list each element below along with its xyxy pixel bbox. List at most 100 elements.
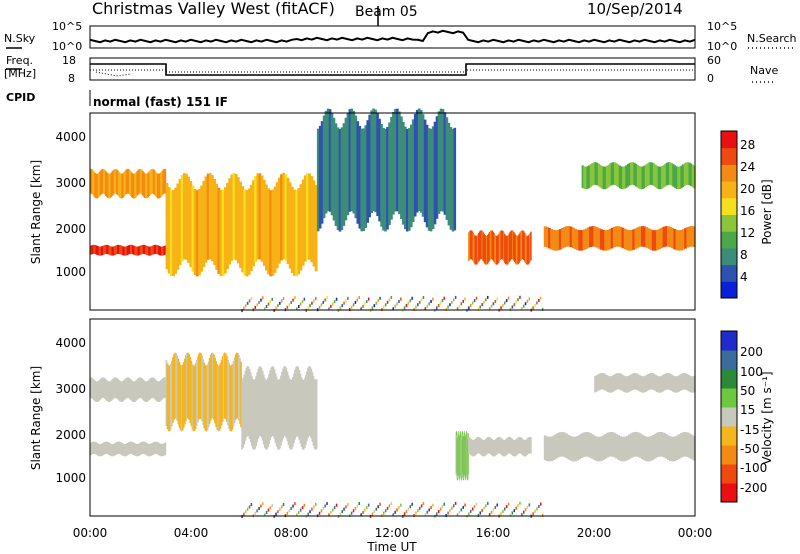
echo-cell [403,306,406,310]
echo-cell [115,245,118,255]
echo-cell [610,432,614,457]
echo-cell [288,303,290,307]
echo-cell [423,119,427,223]
echo-cell [279,378,281,449]
nave-label: Nave [750,64,778,77]
velocity-echo-marks [90,352,696,519]
echo-cell [275,512,277,516]
echo-cell [295,190,299,277]
echo-cell [513,440,515,457]
echo-cell [313,378,316,449]
echo-cell [134,443,136,456]
echo-cell [493,233,495,262]
echo-cell [294,369,296,440]
echo-cell [247,188,251,275]
echo-cell [240,361,242,428]
echo-cell [558,432,562,457]
echo-cell [270,367,273,438]
echo-cell [290,379,293,450]
colorbar-swatch [721,388,737,408]
echo-cell [511,305,514,309]
echo-cell [390,117,393,220]
echo-cell [512,439,514,456]
echo-cell [261,370,264,441]
echo-cell [109,443,112,456]
echo-cell [552,229,556,251]
echo-cell [504,301,506,305]
echo-cell [653,230,657,251]
echo-cell [301,379,304,450]
echo-cell [98,171,101,197]
echo-cell [480,230,483,259]
echo-cell [243,512,245,516]
echo-cell [561,431,564,457]
echo-cell [430,300,432,303]
echo-cell [415,305,417,309]
echo-cell [207,361,210,428]
echo-cell [173,354,175,420]
power-ytick-4000: 4000 [55,130,86,144]
echo-cell [284,174,288,261]
colorbar-swatch [721,181,737,199]
echo-cell [127,442,130,455]
freq-frame [89,57,696,81]
echo-cell [625,435,629,461]
echo-cell [475,296,478,300]
echo-cell [554,230,558,251]
echo-cell [125,443,128,456]
echo-cell [120,245,122,255]
echo-cell [617,226,620,247]
echo-cell [158,442,160,456]
echo-cell [515,300,517,304]
echo-cell [640,375,643,393]
echo-cell [594,376,597,393]
echo-cell [524,234,527,263]
echo-cell [373,304,376,308]
echo-cell [104,441,106,455]
echo-cell [512,230,514,260]
echo-cell [411,296,413,300]
echo-cell [167,187,171,274]
velocity-colorbar-label: Velocity [m s⁻¹] [760,371,774,464]
echo-cell [254,305,256,309]
echo-cell [597,163,600,187]
echo-cell [377,505,379,509]
echo-cell [110,172,113,198]
echo-cell [252,379,254,449]
echo-cell [411,119,415,222]
echo-cell [522,439,524,456]
echo-cell [407,301,410,305]
cpid-text: normal (fast) 151 IF [93,95,228,109]
echo-cell [451,128,455,232]
echo-cell [595,227,599,248]
echo-cell [464,297,466,301]
echo-cell [278,380,280,450]
echo-cell [286,177,290,264]
echo-cell [561,228,564,249]
echo-cell [556,229,560,251]
echo-cell [636,227,640,248]
echo-cell [339,512,342,516]
echo-cell [256,372,259,443]
echo-cell [532,306,534,310]
echo-cell [473,439,475,457]
echo-cell [131,244,133,254]
echo-cell [641,226,644,247]
echo-cell [443,112,447,215]
echo-cell [595,436,599,462]
echo-cell [602,230,605,251]
echo-cell [483,233,485,263]
colorbar-swatch [721,426,737,446]
echo-cell [378,118,381,222]
echo-cell [530,437,532,454]
echo-cell [108,381,111,402]
echo-cell [679,230,683,251]
echo-cell [296,307,298,311]
echo-cell [631,162,634,185]
velocity-cbar-tick-neg100: -100 [740,461,767,475]
echo-cell [485,298,487,302]
echo-cell [617,164,620,187]
echo-cell [118,379,120,401]
echo-cell [520,437,522,454]
echo-cell [515,235,518,265]
